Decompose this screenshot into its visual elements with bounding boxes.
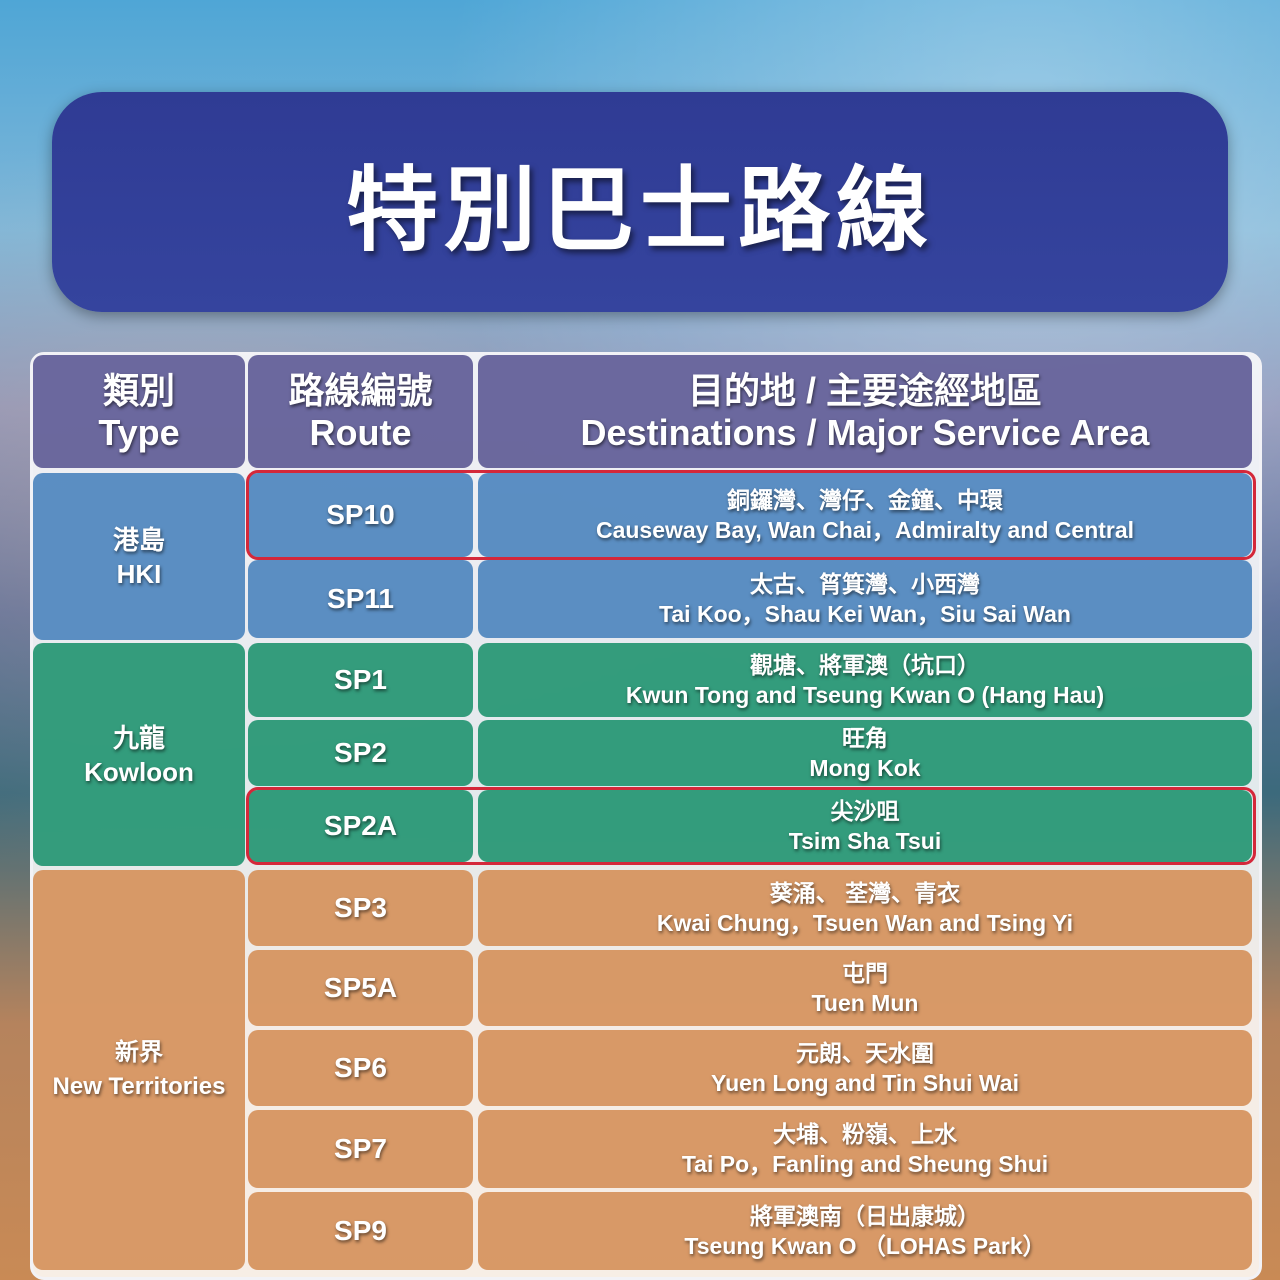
destination-zh: 尖沙咀 <box>830 798 900 824</box>
header-route-zh: 路線編號 <box>288 369 433 411</box>
route-cell: SP10 <box>248 473 473 557</box>
destination-cell: 將軍澳南（日出康城） Tseung Kwan O （LOHAS Park） <box>478 1192 1252 1270</box>
header-route: 路線編號 Route <box>248 355 473 468</box>
group-zh: 新界 <box>115 1039 163 1066</box>
route-cell: SP9 <box>248 1192 473 1270</box>
destination-cell: 葵涌、 荃灣、青衣 Kwai Chung，Tsuen Wan and Tsing … <box>478 870 1252 946</box>
route-cell: SP1 <box>248 643 473 717</box>
route-cell: SP2 <box>248 720 473 786</box>
header-destination: 目的地 / 主要途經地區 Destinations / Major Servic… <box>478 355 1252 468</box>
destination-zh: 銅鑼灣、灣仔、金鐘、中環 <box>727 487 1003 513</box>
group-kowloon: 九龍 Kowloon <box>33 643 245 866</box>
destination-en: Tai Koo，Shau Kei Wan，Siu Sai Wan <box>659 601 1071 627</box>
destination-zh: 大埔、粉嶺、上水 <box>773 1121 957 1147</box>
destination-en: Tai Po，Fanling and Sheung Shui <box>681 1151 1049 1177</box>
destination-en: Tseung Kwan O （LOHAS Park） <box>684 1233 1046 1259</box>
destination-cell: 銅鑼灣、灣仔、金鐘、中環 Causeway Bay, Wan Chai，Admir… <box>478 473 1252 557</box>
group-zh: 港島 <box>112 524 165 555</box>
header-route-en: Route <box>309 411 412 453</box>
header-type: 類別 Type <box>33 355 245 468</box>
route-cell: SP6 <box>248 1030 473 1106</box>
destination-en: Kwun Tong and Tseung Kwan O (Hang Hau) <box>625 682 1105 708</box>
route-cell: SP7 <box>248 1110 473 1188</box>
destination-zh: 屯門 <box>842 960 888 986</box>
destination-en: Causeway Bay, Wan Chai，Admiralty and Cen… <box>595 517 1135 543</box>
destination-en: Tsim Sha Tsui <box>788 828 942 854</box>
group-en: HKI <box>116 558 162 589</box>
route-cell: SP3 <box>248 870 473 946</box>
header-dest-en: Destinations / Major Service Area <box>580 411 1150 453</box>
destination-cell: 太古、筲箕灣、小西灣 Tai Koo，Shau Kei Wan，Siu Sai W… <box>478 560 1252 638</box>
group-en: New Territories <box>52 1073 226 1100</box>
destination-cell: 旺角 Mong Kok <box>478 720 1252 786</box>
destination-cell: 屯門 Tuen Mun <box>478 950 1252 1026</box>
header-type-zh: 類別 <box>102 369 175 411</box>
group-hki: 港島 HKI <box>33 473 245 640</box>
group-zh: 九龍 <box>112 722 165 753</box>
group-new-territories: 新界 New Territories <box>33 870 245 1270</box>
destination-cell: 觀塘、將軍澳（坑口） Kwun Tong and Tseung Kwan O (H… <box>478 643 1252 717</box>
header-dest-zh: 目的地 / 主要途經地區 <box>687 369 1042 411</box>
page-title: 特別巴士路線 <box>345 159 934 262</box>
destination-zh: 太古、筲箕灣、小西灣 <box>750 571 980 597</box>
route-cell: SP2A <box>248 790 473 862</box>
destination-cell: 大埔、粉嶺、上水 Tai Po，Fanling and Sheung Shui <box>478 1110 1252 1188</box>
destination-zh: 旺角 <box>842 725 888 751</box>
header-type-en: Type <box>98 411 180 453</box>
title-banner: 特別巴士路線 <box>52 92 1228 312</box>
destination-zh: 將軍澳南（日出康城） <box>750 1203 980 1229</box>
destination-en: Mong Kok <box>809 755 921 781</box>
destination-cell: 元朗、天水圍 Yuen Long and Tin Shui Wai <box>478 1030 1252 1106</box>
route-cell: SP11 <box>248 560 473 638</box>
destination-zh: 觀塘、將軍澳（坑口） <box>750 652 980 678</box>
destination-en: Yuen Long and Tin Shui Wai <box>711 1070 1019 1096</box>
destination-zh: 元朗、天水圍 <box>796 1040 934 1066</box>
group-en: Kowloon <box>84 756 194 787</box>
route-cell: SP5A <box>248 950 473 1026</box>
destination-zh: 葵涌、 荃灣、青衣 <box>769 880 961 906</box>
destination-en: Kwai Chung，Tsuen Wan and Tsing Yi <box>656 910 1074 936</box>
destination-en: Tuen Mun <box>811 990 919 1016</box>
destination-cell: 尖沙咀 Tsim Sha Tsui <box>478 790 1252 862</box>
